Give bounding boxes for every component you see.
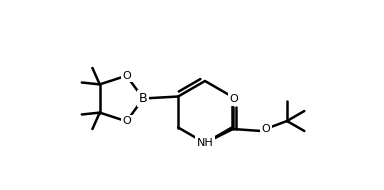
Text: O: O bbox=[122, 71, 131, 81]
Text: B: B bbox=[139, 92, 147, 105]
Text: O: O bbox=[122, 116, 131, 126]
Text: O: O bbox=[262, 124, 270, 134]
Text: O: O bbox=[230, 94, 238, 104]
Text: NH: NH bbox=[197, 138, 214, 148]
